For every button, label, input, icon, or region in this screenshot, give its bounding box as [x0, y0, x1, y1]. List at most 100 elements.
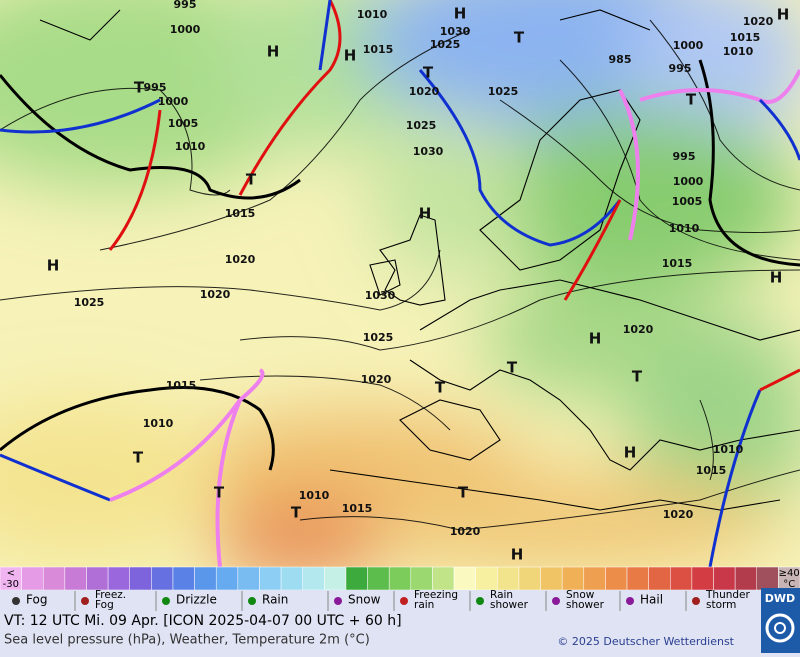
scale-cell	[21, 566, 44, 591]
map-label: H	[511, 546, 524, 564]
scale-cell	[540, 566, 563, 591]
scale-label: < -30	[3, 568, 19, 590]
legend-bar	[0, 590, 760, 612]
map-label: 1000	[673, 39, 704, 52]
map-label: 1020	[225, 253, 256, 266]
map-label: 1020	[200, 288, 231, 301]
scale-cell	[237, 566, 260, 591]
map-label: T	[458, 484, 469, 502]
subtitle: Sea level pressure (hPa), Weather, Tempe…	[4, 633, 370, 648]
legend-label: Rain	[490, 589, 513, 601]
isobars	[0, 19, 800, 531]
map-label: T	[133, 449, 144, 467]
scale-cell	[432, 566, 455, 591]
map-label: 1010	[713, 443, 744, 456]
scale-cell	[648, 566, 671, 591]
map-label: 1015	[662, 257, 693, 270]
legend-label: Drizzle	[176, 593, 217, 607]
map-label: 1025	[488, 85, 519, 98]
scale-cell	[605, 566, 628, 591]
map-label: H	[770, 269, 783, 287]
legend-label: Fog	[95, 599, 114, 611]
scale-cell	[86, 566, 109, 591]
scale-cell	[756, 566, 779, 591]
legend-icon	[552, 597, 560, 605]
legend-label: Snow	[348, 593, 381, 607]
legend-label: Snow	[566, 589, 595, 601]
legend-icon	[692, 597, 700, 605]
scale-cell	[453, 566, 476, 591]
map-label: T	[507, 359, 518, 377]
legend-label: storm	[706, 599, 736, 611]
legend-label: Rain	[262, 593, 288, 607]
map-label: 1025	[406, 119, 437, 132]
map-label: H	[344, 47, 357, 65]
scale-cell	[583, 566, 606, 591]
scale-cell	[215, 566, 239, 591]
logo-text: DWD	[765, 592, 795, 605]
map-label: T	[423, 64, 434, 82]
scale-cell	[475, 566, 498, 591]
map-label: 1010	[299, 489, 330, 502]
legend-icon	[400, 597, 408, 605]
legend-label: rain	[414, 599, 434, 611]
legend-icon	[12, 597, 20, 605]
map-label: T	[514, 29, 525, 47]
scale-cell	[324, 566, 347, 591]
map-label: T	[291, 504, 302, 522]
scale-cell	[302, 566, 325, 591]
map-label: 1020	[361, 373, 392, 386]
scale-cell	[172, 566, 195, 591]
temperature-scale: < -30 ≥40 °C	[0, 566, 800, 591]
coastlines	[39, 9, 800, 511]
fronts	[0, 0, 800, 567]
map-label: 1000	[170, 23, 201, 36]
scale-cell	[670, 566, 693, 591]
scale-cell	[42, 566, 66, 591]
map-label: H	[419, 205, 432, 223]
map-label: 1020	[663, 508, 694, 521]
scale-cell	[194, 566, 217, 591]
map-label: 1030	[365, 289, 396, 302]
scale-cell	[129, 566, 152, 591]
map-label: 1000	[158, 95, 189, 108]
map-label: 1015	[696, 464, 727, 477]
legend-icon	[162, 597, 170, 605]
map-label: 1015	[225, 207, 256, 220]
map-label: H	[777, 6, 790, 24]
scale-cell	[64, 566, 87, 591]
map-label: 1025	[363, 331, 394, 344]
map-label: 1020	[623, 323, 654, 336]
scale-cell	[151, 566, 174, 591]
main-isobars	[0, 59, 800, 471]
map-label: 1010	[143, 417, 174, 430]
map-label: T	[246, 171, 257, 189]
scale-cell	[410, 566, 433, 591]
legend-icon	[626, 597, 634, 605]
map-label: T	[214, 484, 225, 502]
legend-icon	[334, 597, 342, 605]
map-label: 1005	[672, 195, 703, 208]
map-label: 1020	[409, 85, 440, 98]
map-label: H	[267, 43, 280, 61]
scale-cell	[388, 566, 412, 591]
map-label: 995	[144, 81, 167, 94]
weather-legend: Fog Freez.Fog Drizzle Rain Snow FreezingrainR…	[12, 589, 751, 611]
legend-icon	[81, 597, 89, 605]
map-label: 1020	[450, 525, 481, 538]
legend-label: Hail	[640, 593, 663, 607]
logo-swirl	[765, 613, 795, 643]
map-label: 1030	[440, 25, 471, 38]
scale-cell	[280, 566, 303, 591]
legend-label: Fog	[26, 593, 47, 607]
scale-cell	[259, 566, 282, 591]
valid-time: VT: 12 UTC Mi. 09 Apr. [ICON 2025-04-07 …	[4, 613, 402, 629]
map-label: T	[632, 368, 643, 386]
map-label: 1025	[74, 296, 105, 309]
legend-icon	[248, 597, 256, 605]
scale-cell	[561, 566, 585, 591]
